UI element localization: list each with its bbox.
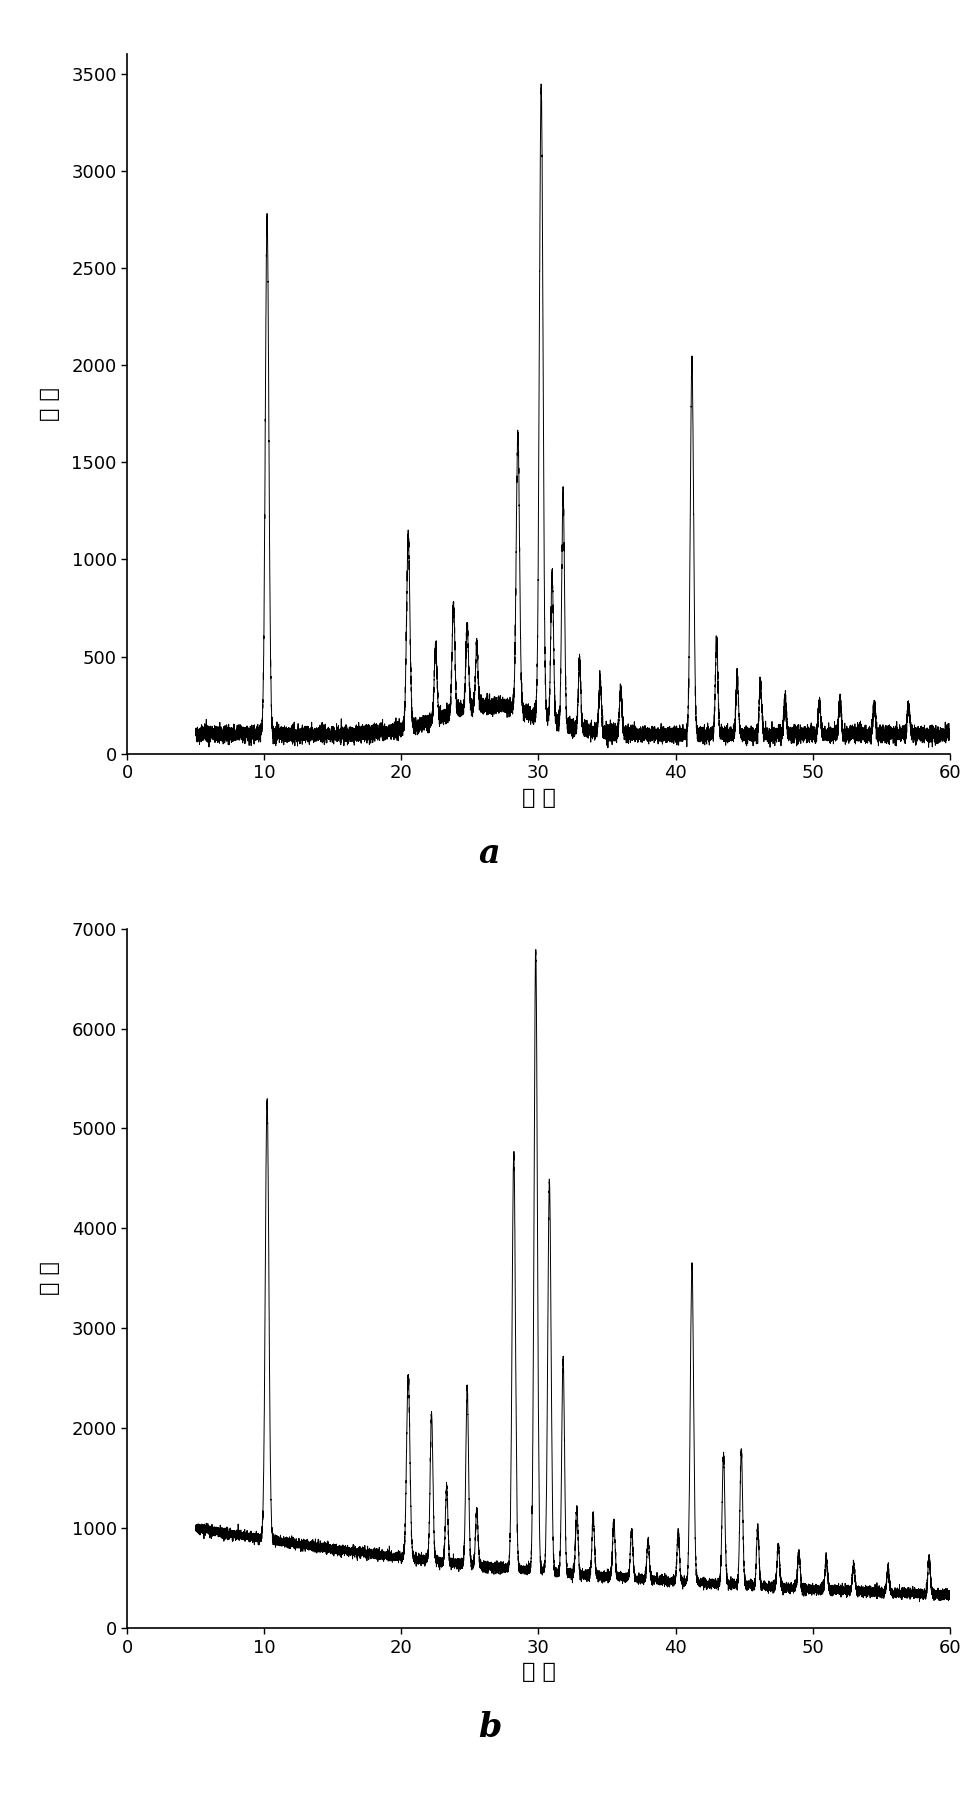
Text: b: b xyxy=(477,1711,501,1744)
X-axis label: 角 度: 角 度 xyxy=(521,1662,555,1682)
X-axis label: 角 度: 角 度 xyxy=(521,787,555,809)
Text: a: a xyxy=(478,838,500,870)
Y-axis label: 强 度: 强 度 xyxy=(40,387,61,421)
Y-axis label: 强 度: 强 度 xyxy=(40,1261,61,1295)
